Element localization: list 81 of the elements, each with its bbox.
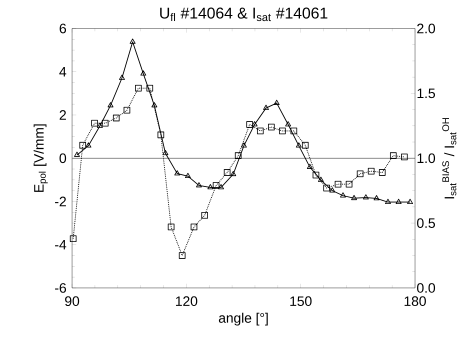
point <box>374 195 380 200</box>
point <box>306 164 313 169</box>
x-tick-label: 120 <box>176 296 198 306</box>
y-tick-label: 0 <box>60 153 66 164</box>
point <box>346 180 352 188</box>
point <box>201 212 208 219</box>
point <box>184 172 191 178</box>
point <box>356 170 364 178</box>
point <box>274 100 280 105</box>
point <box>168 224 174 230</box>
point <box>124 106 130 114</box>
x-tick-label: 150 <box>290 296 312 306</box>
point <box>212 182 220 189</box>
point <box>378 169 386 176</box>
point <box>318 176 324 182</box>
point <box>218 184 224 190</box>
y-tick-label: -6 <box>55 283 66 293</box>
y2-axis-title: I$_{sat}$$^{BIAS}$ / I$_{sat}$OH <box>442 118 456 198</box>
y2-tick-label: 0.5 <box>417 218 435 228</box>
point <box>178 252 186 259</box>
point <box>79 142 86 149</box>
point <box>174 170 180 176</box>
point <box>401 154 408 160</box>
y-tick-label: -4 <box>55 240 66 250</box>
y2-tick-label: 2.0 <box>417 24 436 34</box>
point <box>224 169 230 176</box>
y-tick-label: 6 <box>60 24 66 34</box>
point <box>362 194 369 200</box>
y2-tick-label: 0.0 <box>417 283 436 293</box>
y2-tick-label: 1.0 <box>418 153 436 164</box>
point <box>108 102 114 108</box>
point <box>390 152 397 159</box>
point <box>368 168 375 175</box>
point <box>91 120 98 127</box>
point <box>230 170 236 176</box>
point <box>252 121 258 126</box>
point <box>70 235 77 242</box>
point <box>323 184 330 192</box>
point <box>119 74 125 80</box>
point <box>407 198 414 204</box>
point <box>146 84 154 92</box>
point <box>74 152 80 157</box>
x-axis-title: angle [°] <box>218 312 268 326</box>
point <box>158 132 164 138</box>
chart-title: U$_{fl}$ #14064 & I$_{sat}$ #14061 <box>160 8 328 22</box>
point <box>351 194 357 200</box>
y-tick-label: 2 <box>60 110 66 120</box>
point <box>279 128 286 134</box>
point <box>263 104 269 110</box>
point <box>285 121 292 126</box>
point <box>151 102 158 108</box>
point <box>96 122 103 128</box>
point <box>112 114 120 122</box>
point <box>385 198 391 204</box>
point <box>130 38 136 44</box>
x-tick-label: 90 <box>65 296 80 306</box>
y2-tick-label: 1.5 <box>418 88 435 98</box>
point <box>302 142 309 149</box>
x-tick-label: 180 <box>404 296 426 306</box>
point <box>312 172 320 178</box>
point <box>102 120 109 127</box>
point <box>290 128 298 134</box>
y-tick-label: -2 <box>55 196 66 206</box>
point <box>207 184 214 190</box>
point <box>340 192 346 198</box>
y-tick-label: 4 <box>59 67 66 76</box>
point <box>329 187 336 193</box>
point <box>256 128 264 134</box>
point <box>140 70 146 76</box>
point <box>396 198 402 204</box>
point <box>234 152 242 159</box>
point <box>240 142 247 148</box>
point <box>196 182 202 188</box>
point <box>135 84 142 92</box>
y-axis-title: E$_{pol}$ [V/mm] <box>34 124 48 192</box>
point <box>190 224 198 230</box>
point <box>268 124 275 130</box>
point <box>246 121 253 128</box>
point <box>162 150 168 156</box>
point <box>296 142 302 148</box>
point <box>334 180 342 188</box>
